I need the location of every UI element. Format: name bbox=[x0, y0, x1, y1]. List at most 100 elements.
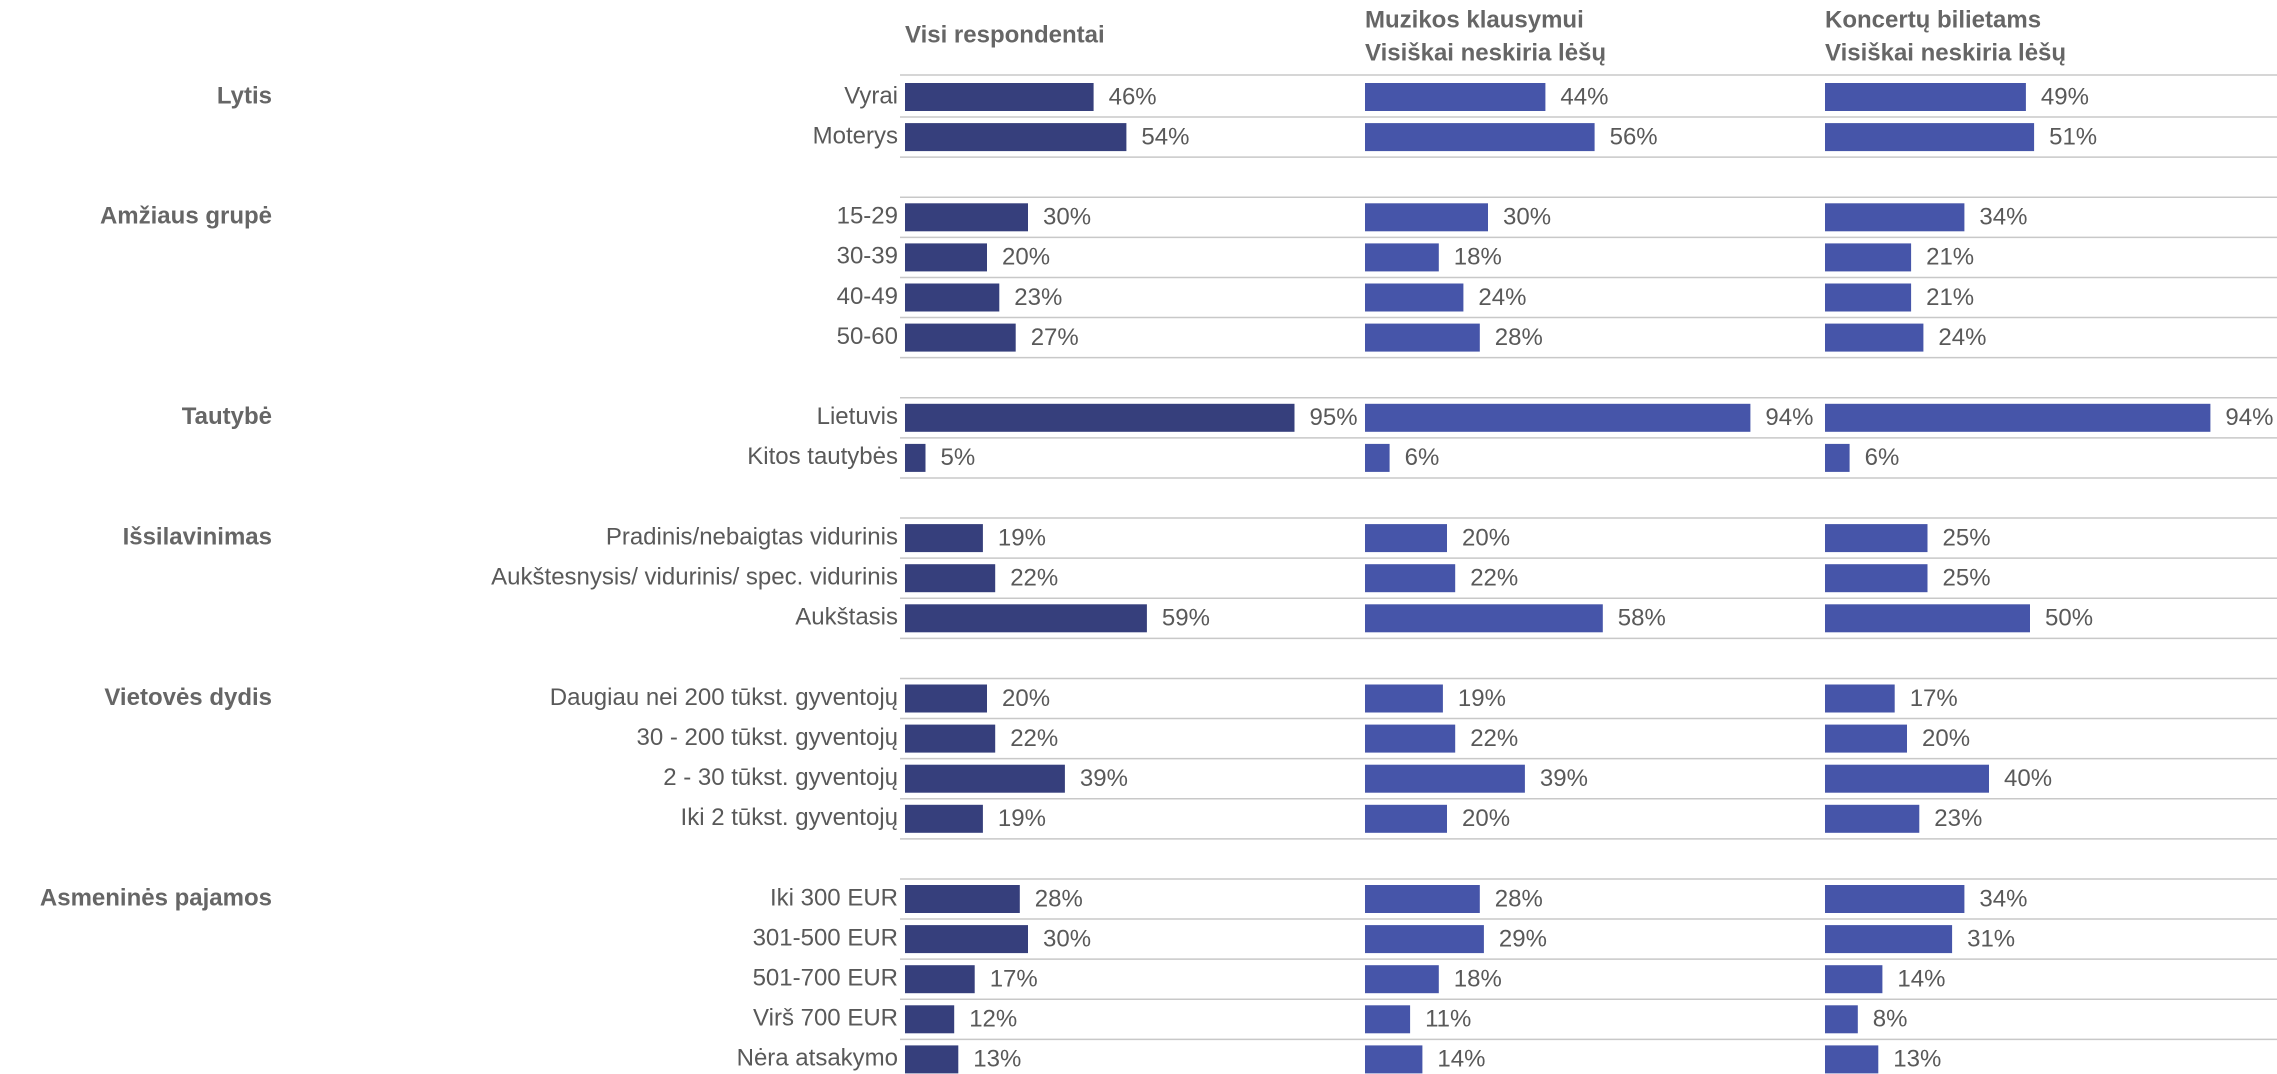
bar bbox=[1365, 283, 1464, 312]
category-label: Iki 2 tūkst. gyventojų bbox=[681, 804, 898, 831]
bar bbox=[905, 764, 1065, 793]
category-label: Moterys bbox=[813, 122, 898, 149]
bar bbox=[905, 684, 987, 713]
bar bbox=[1365, 524, 1447, 553]
value-label: 22% bbox=[1010, 725, 1058, 752]
bar bbox=[1825, 83, 2026, 111]
category-label: Pradinis/nebaigtas vidurinis bbox=[606, 523, 898, 550]
bar bbox=[905, 724, 996, 753]
value-label: 5% bbox=[941, 444, 976, 471]
value-label: 49% bbox=[2041, 83, 2089, 110]
group-label: Asmeninės pajamos bbox=[40, 884, 272, 911]
bar bbox=[1365, 243, 1439, 272]
bar bbox=[905, 243, 987, 272]
bar bbox=[1825, 965, 1883, 994]
value-label: 24% bbox=[1938, 324, 1986, 351]
value-label: 18% bbox=[1454, 966, 1502, 993]
bar bbox=[1825, 443, 1850, 472]
bar bbox=[905, 1005, 955, 1034]
category-label: Daugiau nei 200 tūkst. gyventojų bbox=[550, 684, 898, 711]
value-label: 13% bbox=[1893, 1046, 1941, 1073]
value-label: 23% bbox=[1014, 284, 1062, 311]
category-label: Aukštesnysis/ vidurinis/ spec. vidurinis bbox=[491, 564, 898, 591]
value-label: 95% bbox=[1310, 404, 1358, 431]
bar bbox=[1825, 1005, 1858, 1034]
value-label: 28% bbox=[1035, 885, 1083, 912]
value-label: 19% bbox=[998, 805, 1046, 832]
category-label: 15-29 bbox=[837, 203, 898, 230]
bar bbox=[1365, 203, 1488, 232]
value-label: 29% bbox=[1499, 925, 1547, 952]
panel-title: Visiškai neskiria lėšų bbox=[1825, 39, 2066, 66]
bar bbox=[905, 804, 983, 833]
value-label: 44% bbox=[1560, 83, 1608, 110]
value-label: 30% bbox=[1043, 204, 1091, 231]
bar bbox=[1365, 323, 1480, 352]
group-label: Lytis bbox=[217, 82, 272, 109]
bar bbox=[1365, 604, 1603, 633]
value-label: 28% bbox=[1495, 885, 1543, 912]
value-label: 14% bbox=[1437, 1046, 1485, 1073]
category-label: 30 - 200 tūkst. gyventojų bbox=[637, 724, 899, 751]
bar bbox=[1825, 243, 1912, 272]
value-label: 24% bbox=[1478, 284, 1526, 311]
bar bbox=[905, 1045, 959, 1074]
value-label: 31% bbox=[1967, 925, 2015, 952]
value-label: 11% bbox=[1425, 1006, 1471, 1033]
value-label: 20% bbox=[1462, 805, 1510, 832]
value-label: 20% bbox=[1002, 244, 1050, 271]
group-label: Vietovės dydis bbox=[104, 684, 272, 711]
value-label: 12% bbox=[969, 1006, 1017, 1033]
category-label: 40-49 bbox=[837, 283, 898, 310]
bar bbox=[905, 925, 1028, 954]
value-label: 6% bbox=[1865, 444, 1900, 471]
bar bbox=[1825, 323, 1924, 352]
value-label: 17% bbox=[1910, 685, 1958, 712]
value-label: 54% bbox=[1141, 123, 1189, 150]
group-label: Amžiaus grupė bbox=[100, 203, 272, 230]
bar bbox=[1365, 764, 1525, 793]
panel-title: Muzikos klausymui bbox=[1365, 6, 1584, 33]
bar bbox=[1365, 443, 1390, 472]
bar bbox=[905, 123, 1127, 152]
panel-title: Koncertų bilietams bbox=[1825, 6, 2041, 33]
bar bbox=[1365, 965, 1439, 994]
bar bbox=[905, 83, 1094, 111]
category-label: Vyrai bbox=[844, 82, 898, 109]
category-label: Iki 300 EUR bbox=[770, 884, 898, 911]
value-label: 56% bbox=[1610, 123, 1658, 150]
value-label: 34% bbox=[1979, 204, 2027, 231]
bar bbox=[1825, 684, 1895, 713]
bar bbox=[1365, 804, 1447, 833]
value-label: 20% bbox=[1002, 685, 1050, 712]
bar bbox=[1825, 123, 2035, 152]
bar bbox=[1825, 203, 1965, 232]
value-label: 23% bbox=[1934, 805, 1982, 832]
value-label: 30% bbox=[1503, 204, 1551, 231]
bar bbox=[1825, 283, 1912, 312]
bar bbox=[905, 885, 1020, 913]
value-label: 25% bbox=[1943, 524, 1991, 551]
value-label: 13% bbox=[973, 1046, 1021, 1073]
value-label: 30% bbox=[1043, 925, 1091, 952]
category-label: Nėra atsakymo bbox=[737, 1045, 898, 1072]
bar bbox=[1825, 1045, 1879, 1074]
category-label: 501-700 EUR bbox=[753, 965, 898, 992]
bar bbox=[1365, 1005, 1411, 1034]
value-label: 19% bbox=[1458, 685, 1506, 712]
category-label: 30-39 bbox=[837, 243, 898, 270]
value-label: 58% bbox=[1618, 605, 1666, 632]
value-label: 46% bbox=[1109, 83, 1157, 110]
value-label: 40% bbox=[2004, 765, 2052, 792]
bar bbox=[905, 203, 1028, 232]
bar bbox=[1365, 885, 1480, 913]
value-label: 21% bbox=[1926, 244, 1974, 271]
bar bbox=[1365, 83, 1546, 111]
bar bbox=[1365, 403, 1751, 432]
bar bbox=[1825, 524, 1928, 553]
bar bbox=[1365, 684, 1443, 713]
panel-title: Visiškai neskiria lėšų bbox=[1365, 39, 1606, 66]
bar bbox=[1365, 1045, 1423, 1074]
